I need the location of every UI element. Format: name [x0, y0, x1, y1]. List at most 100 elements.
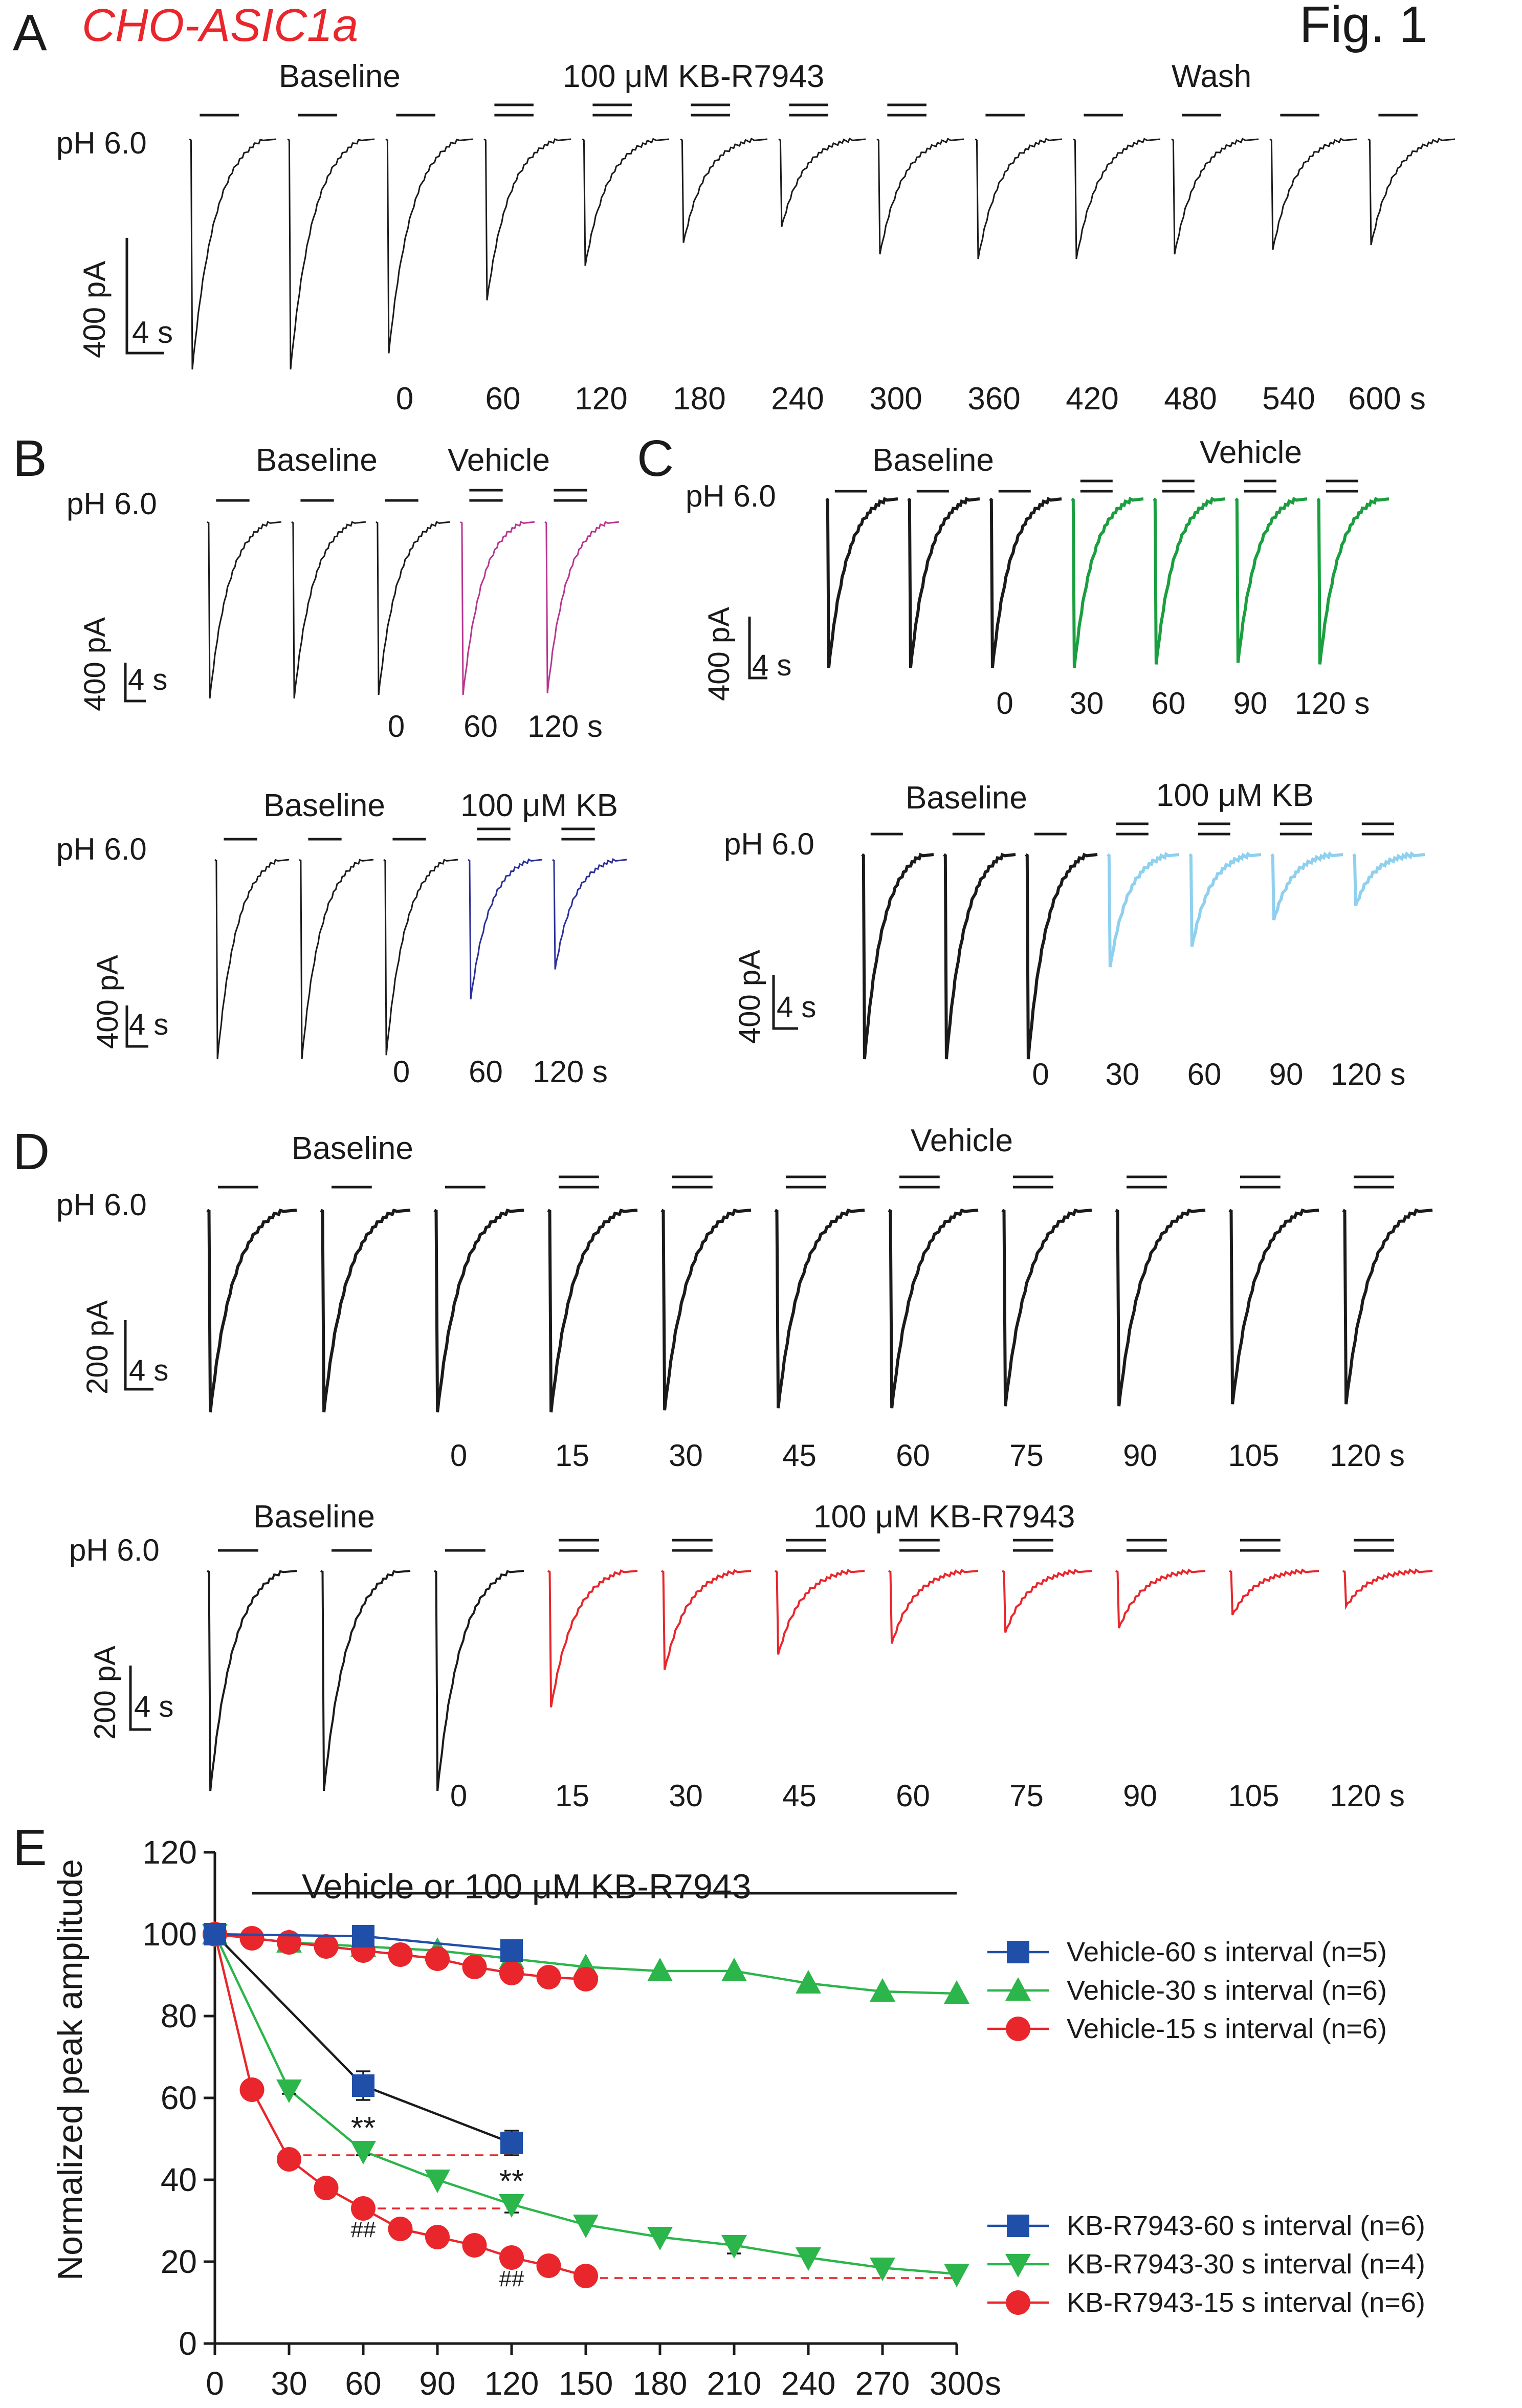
series-5-point-6: [573, 2215, 599, 2238]
panel-c-top-baseline-label: Baseline: [872, 443, 994, 478]
legend-label-2: Vehicle-30 s interval (n=6): [1067, 1975, 1387, 2006]
panel-a-trace-4: [483, 138, 571, 301]
panel-a-trace-5: [582, 138, 670, 266]
panel-c-bottom-time-label-4: 90: [1269, 1057, 1304, 1091]
series-2-point-8: [721, 1958, 747, 1981]
panel-b-bottom-traces: [214, 827, 627, 1060]
series-6-point-2: [239, 2077, 264, 2102]
panel-b-top-drug-label: Vehicle: [448, 443, 550, 478]
panel-a-trace-10: [1073, 138, 1161, 259]
series-3-point-3: [277, 1930, 301, 1955]
panel-a-trace-7: [778, 137, 866, 227]
panel-d-top-trace-1: [206, 1209, 297, 1413]
panel-c-bottom-ph-label: pH 6.0: [724, 827, 814, 861]
panel-b-bottom-trace-4: [468, 858, 543, 1000]
panel-e: E Normalized peak amplitude 0 20 40 60 80 100…: [13, 1819, 1425, 2402]
panel-c-top-scale-bar: 400 pA 4 s: [702, 607, 791, 701]
panel-c-bottom-baseline-label: Baseline: [906, 780, 1027, 816]
legend-marker-5: [1005, 2254, 1031, 2278]
panel-d-bottom-time-label-6: 75: [1009, 1779, 1044, 1813]
panel-d-top-time-label-3: 30: [669, 1438, 703, 1473]
legend-item-6: KB-R7943-15 s interval (n=6): [987, 2287, 1425, 2318]
x-tick-label-5: 120: [484, 2365, 539, 2402]
panel-b-bottom-ph-label: pH 6.0: [56, 832, 147, 866]
x-tick-label-4: 90: [419, 2365, 455, 2402]
x-unit-label: s: [985, 2365, 1001, 2402]
series-2-point-11: [944, 1980, 969, 2004]
series-3-point-6: [388, 1942, 413, 1967]
series-3-point-8: [462, 1955, 487, 1979]
panel-a-scale-bar: 400 pA 4 s: [77, 238, 173, 358]
panel-d-top-trace-7: [888, 1208, 979, 1409]
panel-b-top-trace-2: [291, 521, 366, 699]
legend-item-3: Vehicle-15 s interval (n=6): [987, 2013, 1387, 2044]
series-6-point-11: [573, 2264, 598, 2288]
panel-a-time-label-9: 480: [1164, 381, 1217, 417]
series-4: [204, 1923, 523, 2156]
panel-a-trace-11: [1171, 138, 1259, 255]
x-tick-label-6: 150: [559, 2365, 613, 2402]
panel-d-bottom-time-label-8: 105: [1228, 1779, 1279, 1813]
panel-c: C Baseline Vehicle pH 6.0 400 pA 4 s 0 30…: [637, 430, 1425, 1091]
panel-d-bottom-trace-5: [661, 1569, 752, 1670]
panel-d-top-time-label-2: 15: [555, 1438, 589, 1473]
panel-b-top-trace-4: [460, 521, 535, 695]
panel-a-drug-label: 100 μM KB-R7943: [563, 59, 824, 94]
series-4-point-2: [352, 2074, 374, 2097]
legend-item-1: Vehicle-60 s interval (n=5): [987, 1937, 1387, 1967]
chart-axes: 0 20 40 60 80 100 120 0 30 60 90 120 150 180 210 240 270…: [142, 1834, 1001, 2402]
panel-c-bottom-current-scale: 400 pA: [733, 950, 766, 1044]
legend-label-1: Vehicle-60 s interval (n=5): [1067, 1937, 1387, 1967]
panel-a-current-scale: 400 pA: [77, 261, 112, 358]
series-5: [202, 1924, 969, 2287]
panel-b-top-trace-5: [544, 521, 620, 693]
series-3-point-7: [425, 1946, 450, 1971]
panel-c-bottom-time-label-3: 60: [1187, 1057, 1222, 1091]
series-3-point-11: [573, 1967, 598, 1991]
panel-e-letter: E: [13, 1819, 47, 1876]
y-tick-label-2: 20: [161, 2243, 197, 2280]
panel-c-bottom-trace-6: [1270, 851, 1343, 921]
treatment-bar: Vehicle or 100 μM KB-R7943: [252, 1867, 957, 1906]
panel-b-top-time-labels: 0 60 120 s: [388, 709, 603, 743]
panel-d-top-scale-bar: 200 pA 4 s: [81, 1300, 168, 1394]
panel-b-top-time-label-2: 60: [464, 709, 498, 743]
panel-d-bottom-time-scale: 4 s: [134, 1690, 173, 1723]
panel-c-top-trace-5: [1153, 496, 1226, 665]
legend-marker-6: [1006, 2290, 1030, 2315]
panel-a: Baseline 100 μM KB-R7943 Wash pH 6.0 400…: [56, 59, 1455, 417]
panel-d-bottom-trace-11: [1342, 1568, 1433, 1610]
panel-b-bottom-time-label-2: 60: [469, 1055, 503, 1089]
y-tick-label-4: 60: [161, 2079, 197, 2116]
panel-b-top-trace-1: [207, 521, 282, 699]
panel-a-time-label-2: 60: [486, 381, 521, 417]
panel-b-bottom-current-scale: 400 pA: [91, 955, 124, 1049]
panel-d-bottom-trace-10: [1229, 1568, 1319, 1615]
series-5-point-9: [796, 2247, 821, 2271]
panel-d-bottom-scale-bar: 200 pA 4 s: [89, 1646, 173, 1740]
y-tick-label-3: 40: [161, 2161, 197, 2198]
x-tick-label-7: 180: [633, 2365, 688, 2402]
panel-c-bottom-traces: [861, 822, 1425, 1060]
annotation-1: **: [351, 2111, 376, 2146]
panel-b-bottom-time-scale: 4 s: [129, 1008, 168, 1041]
panel-a-trace-2: [287, 138, 375, 370]
panel-d-top-trace-9: [1115, 1208, 1206, 1407]
panel-c-top-time-scale: 4 s: [752, 649, 791, 682]
panel-d-top-time-label-8: 105: [1228, 1438, 1279, 1473]
series-5-point-2: [276, 2079, 302, 2103]
x-tick-label-10: 270: [855, 2365, 910, 2402]
panel-c-top-time-label-5: 120 s: [1295, 686, 1370, 720]
x-tick-label-1: 0: [206, 2365, 224, 2402]
y-tick-label-6: 100: [142, 1916, 197, 1953]
panel-d-top-trace-2: [320, 1209, 411, 1413]
panel-d-top-current-scale: 200 pA: [81, 1300, 114, 1394]
panel-c-top-time-labels: 0 30 60 90 120 s: [996, 686, 1370, 720]
series-3-point-4: [314, 1934, 339, 1959]
series-5-point-4: [425, 2170, 450, 2193]
series-6-point-3: [277, 2147, 301, 2172]
series-5-point-11: [944, 2264, 969, 2287]
series-5-point-10: [870, 2258, 895, 2281]
panel-d-bottom-time-labels: 0 15 30 45 60 75 90 105 120 s: [450, 1779, 1405, 1813]
panel-d-bottom-trace-2: [320, 1570, 411, 1791]
